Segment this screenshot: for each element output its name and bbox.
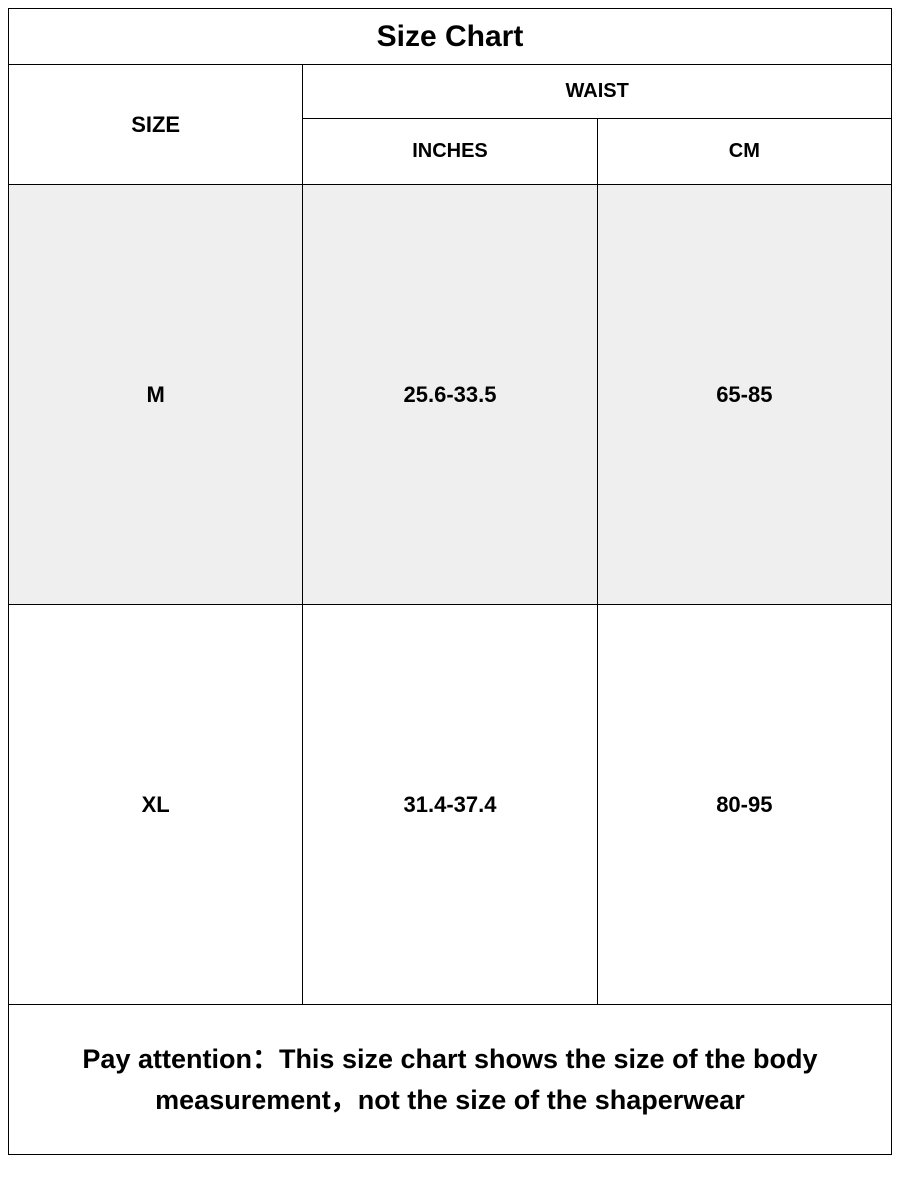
waist-column-header: WAIST — [303, 65, 892, 119]
size-chart-table: Size Chart SIZE WAIST INCHES CM M 25.6-3… — [8, 8, 892, 1155]
inches-cell: 31.4-37.4 — [303, 605, 597, 1005]
table-row: XL 31.4-37.4 80-95 — [9, 605, 892, 1005]
footer-note: Pay attention：This size chart shows the … — [9, 1005, 892, 1155]
table-row: M 25.6-33.5 65-85 — [9, 185, 892, 605]
size-cell: XL — [9, 605, 303, 1005]
size-cell: M — [9, 185, 303, 605]
inches-cell: 25.6-33.5 — [303, 185, 597, 605]
size-column-header: SIZE — [9, 65, 303, 185]
cm-cell: 80-95 — [597, 605, 891, 1005]
cm-cell: 65-85 — [597, 185, 891, 605]
inches-column-header: INCHES — [303, 119, 597, 185]
chart-title: Size Chart — [9, 9, 892, 65]
cm-column-header: CM — [597, 119, 891, 185]
